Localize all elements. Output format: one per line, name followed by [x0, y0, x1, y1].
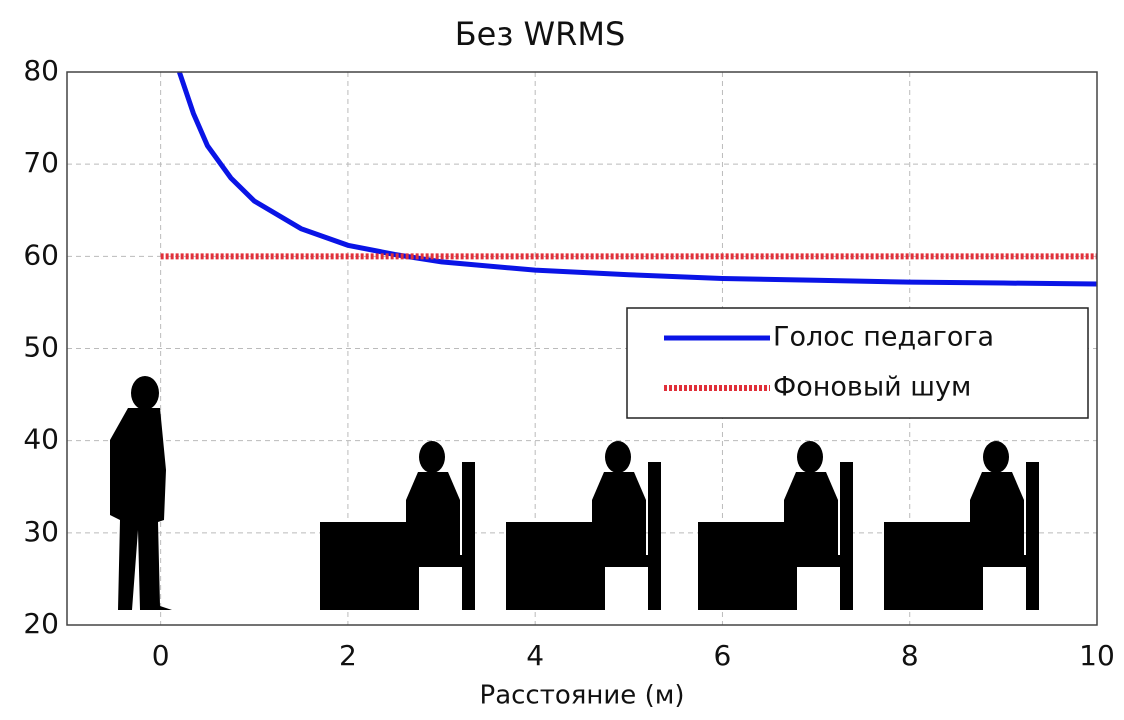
- y-tick-label: 20: [23, 607, 59, 640]
- teacher-head: [131, 376, 159, 410]
- chart-title: Без WRMS: [455, 15, 626, 53]
- chair-back: [462, 462, 475, 610]
- y-tick-label: 70: [23, 146, 59, 179]
- x-axis-label: Расстояние (м): [480, 681, 685, 711]
- y-tick-label: 40: [23, 423, 59, 456]
- y-tick-label: 80: [23, 54, 59, 87]
- y-tick-label: 60: [23, 238, 59, 271]
- x-tick-label: 6: [714, 639, 732, 672]
- student-desk: [320, 441, 475, 610]
- chair-leg: [405, 560, 419, 610]
- desk: [320, 522, 406, 610]
- x-tick-label: 10: [1079, 639, 1115, 672]
- chair-seat: [405, 555, 467, 567]
- legend: Голос педагога Фоновый шум: [626, 307, 1089, 419]
- teacher-body: [110, 408, 172, 610]
- plot: [160, 71, 1098, 287]
- series-line: [176, 71, 1098, 287]
- x-tick-label: 2: [339, 639, 357, 672]
- x-tick-label: 8: [901, 639, 919, 672]
- y-tick-label: 50: [23, 331, 59, 364]
- x-tick-label: 0: [152, 639, 170, 672]
- teacher: [110, 376, 172, 610]
- x-tick-label: 4: [526, 639, 544, 672]
- plot-frame: [66, 71, 1098, 626]
- student-desk: [884, 441, 1039, 610]
- legend-box: [626, 307, 1089, 419]
- student-body: [406, 472, 460, 556]
- student-head: [419, 441, 445, 473]
- student-desk: [506, 441, 661, 610]
- legend-label: Голос педагога: [773, 322, 994, 353]
- student-desk: [698, 441, 853, 610]
- legend-label: Фоновый шум: [773, 372, 971, 403]
- silhouettes: [110, 376, 1039, 610]
- y-tick-label: 30: [23, 515, 59, 548]
